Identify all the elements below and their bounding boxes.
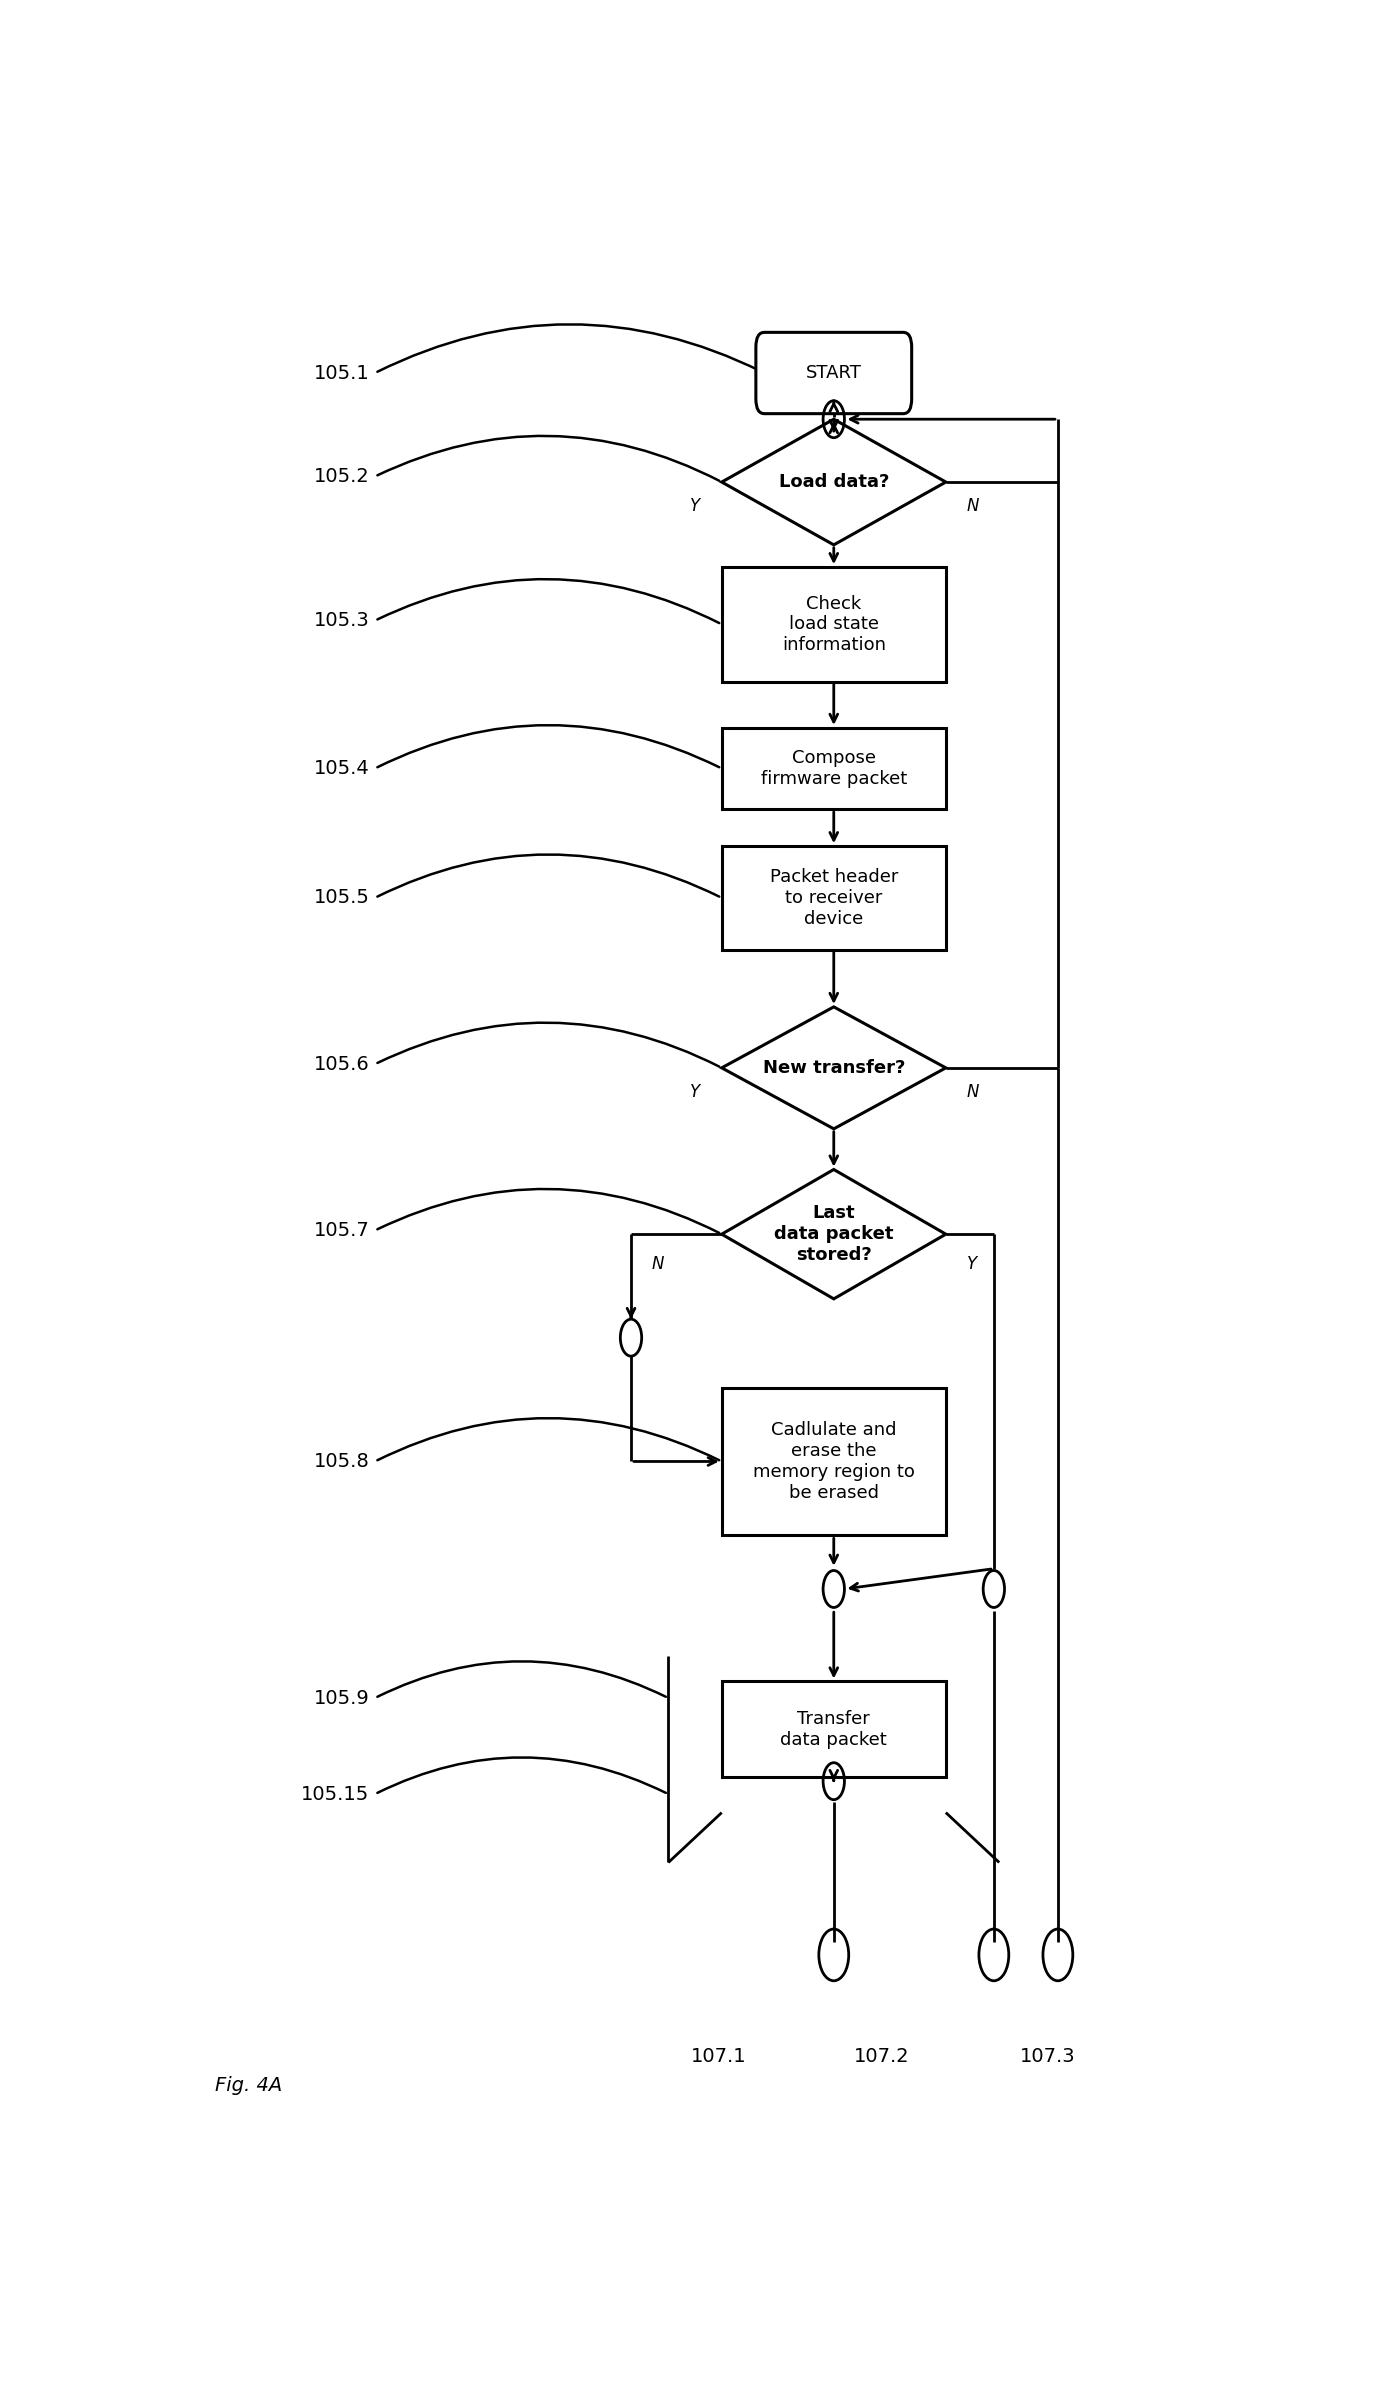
- Text: START: START: [806, 365, 862, 382]
- Bar: [722, 1387, 946, 1536]
- Text: New transfer?: New transfer?: [763, 1058, 905, 1078]
- Text: Last
data packet
stored?: Last data packet stored?: [774, 1205, 894, 1265]
- Text: N: N: [967, 1082, 979, 1102]
- Text: 105.9: 105.9: [314, 1690, 369, 1706]
- Bar: [722, 1682, 946, 1778]
- Bar: [722, 727, 946, 809]
- FancyBboxPatch shape: [756, 331, 912, 413]
- Text: 105.6: 105.6: [314, 1054, 369, 1073]
- Text: Packet header
to receiver
device: Packet header to receiver device: [770, 869, 898, 929]
- Text: 105.15: 105.15: [302, 1786, 369, 1805]
- Text: 105.3: 105.3: [314, 612, 369, 631]
- Polygon shape: [722, 1008, 946, 1128]
- Polygon shape: [722, 1169, 946, 1298]
- Polygon shape: [722, 420, 946, 545]
- Text: Compose
firmware packet: Compose firmware packet: [760, 749, 907, 787]
- Text: Y: Y: [690, 1082, 700, 1102]
- Text: 107.1: 107.1: [691, 2047, 746, 2066]
- Text: 105.1: 105.1: [314, 362, 369, 382]
- Text: 105.4: 105.4: [314, 758, 369, 778]
- Text: Fig. 4A: Fig. 4A: [215, 2076, 282, 2095]
- Bar: [722, 566, 946, 682]
- Text: 105.2: 105.2: [314, 468, 369, 485]
- Text: Transfer
data packet: Transfer data packet: [781, 1711, 887, 1750]
- Bar: [722, 847, 946, 950]
- Text: 107.2: 107.2: [854, 2047, 910, 2066]
- Text: 105.8: 105.8: [314, 1452, 369, 1471]
- Text: N: N: [651, 1255, 664, 1272]
- Text: Load data?: Load data?: [778, 473, 890, 492]
- Text: Check
load state
information: Check load state information: [782, 595, 885, 655]
- Text: N: N: [967, 497, 979, 516]
- Text: Cadlulate and
erase the
memory region to
be erased: Cadlulate and erase the memory region to…: [753, 1421, 914, 1502]
- Text: Y: Y: [690, 497, 700, 516]
- Text: 105.7: 105.7: [314, 1222, 369, 1241]
- Text: Y: Y: [968, 1255, 978, 1272]
- Text: 107.3: 107.3: [1019, 2047, 1075, 2066]
- Text: 105.5: 105.5: [314, 888, 369, 907]
